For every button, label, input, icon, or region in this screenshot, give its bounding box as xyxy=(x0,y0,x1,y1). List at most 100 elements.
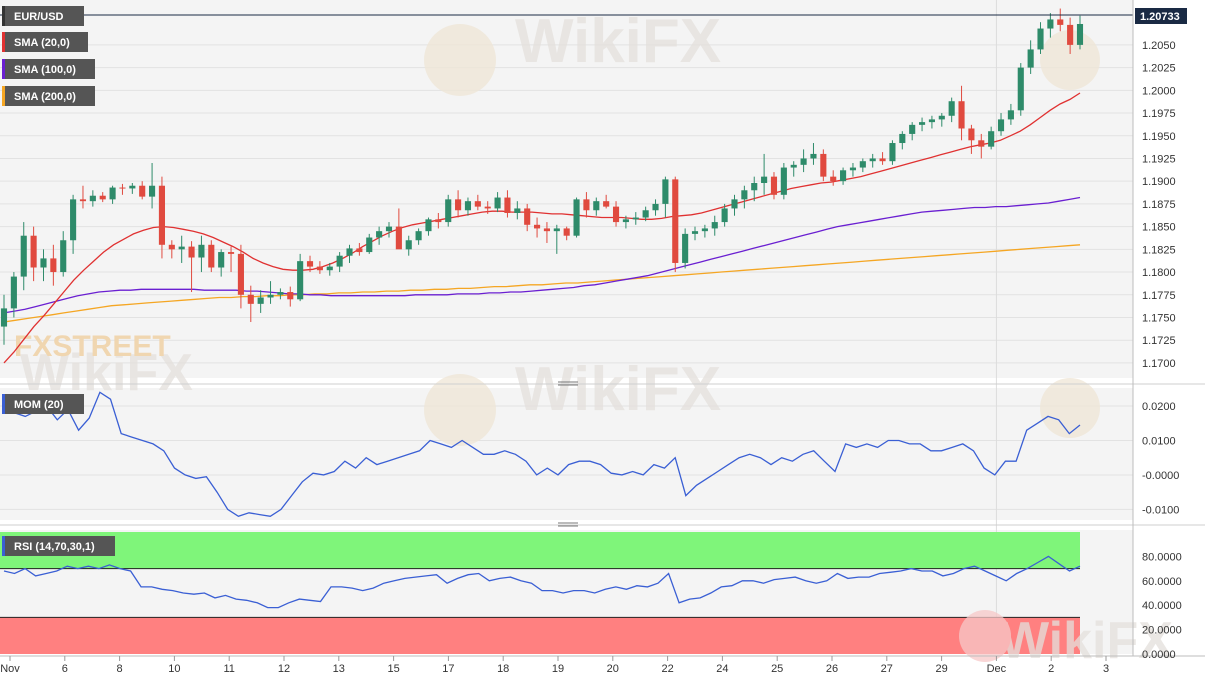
candle-bearish xyxy=(247,294,254,304)
momentum-grid xyxy=(0,405,1133,510)
candle-bullish xyxy=(997,119,1005,132)
candle-bullish xyxy=(938,115,945,120)
legend-rsi-label: RSI (14,70,30,1) xyxy=(14,541,95,553)
candle-bullish xyxy=(889,143,896,162)
rsi-tick-label: 80.0000 xyxy=(1142,551,1182,563)
rsi-oversold-zone xyxy=(0,617,1080,654)
candle-bullish xyxy=(267,294,274,298)
candle-bullish xyxy=(89,195,96,202)
candle-bullish xyxy=(376,231,383,238)
legend-sma-200[interactable]: SMA (200,0) xyxy=(2,86,95,106)
rsi-line-group xyxy=(3,555,1081,609)
time-tick-label: 20 xyxy=(607,663,619,675)
legend-sma-20[interactable]: SMA (20,0) xyxy=(2,32,88,52)
time-tick-label: 8 xyxy=(117,663,123,675)
candle-bullish xyxy=(0,308,8,327)
sma-100-line xyxy=(3,196,1081,314)
candle-bullish xyxy=(682,233,689,263)
time-tick-label: 6 xyxy=(62,663,68,675)
wikifx-logo-icon xyxy=(1040,30,1100,90)
last-price-label: 1.20733 xyxy=(1140,11,1180,23)
legend-eurusd[interactable]: EUR/USD xyxy=(2,6,84,26)
last-price-tag xyxy=(1135,8,1187,24)
momentum-line xyxy=(3,391,1081,518)
candle-bearish xyxy=(672,179,679,263)
candle-bullish xyxy=(928,119,935,123)
momentum-line-group xyxy=(3,391,1081,518)
wikifx-watermark: WikiFX xyxy=(515,7,721,76)
candle-bullish xyxy=(790,164,797,168)
candle-bearish xyxy=(1057,19,1064,25)
candle-bullish xyxy=(218,252,225,268)
rsi-overbought-zone xyxy=(0,532,1080,569)
sma-20-group xyxy=(3,92,1081,364)
pane-resize-handle[interactable] xyxy=(558,522,578,527)
candle-bullish xyxy=(899,133,906,144)
candle-bullish xyxy=(149,185,156,197)
candle-bullish xyxy=(800,158,807,165)
candle-bullish xyxy=(642,210,649,218)
candle-bullish xyxy=(869,158,876,162)
time-tick-label: 3 xyxy=(1103,663,1109,675)
candle-bullish xyxy=(701,228,708,232)
pane-resize-handle[interactable] xyxy=(558,381,578,386)
candle-bearish xyxy=(79,199,87,202)
candle-bullish xyxy=(1027,49,1034,68)
time-tick-label: Dec xyxy=(987,663,1007,675)
time-tick-label: 26 xyxy=(826,663,838,675)
candle-bullish xyxy=(445,199,452,223)
candle-bearish xyxy=(484,206,491,209)
candle-bullish xyxy=(840,170,847,182)
candle-bullish xyxy=(346,248,353,256)
candle-bearish xyxy=(612,206,620,223)
candle-bearish xyxy=(30,235,37,268)
wikifx-logo-icon xyxy=(424,374,496,446)
candle-bearish xyxy=(50,258,57,273)
candle-bullish xyxy=(909,124,916,134)
legend-sma-100[interactable]: SMA (100,0) xyxy=(2,59,95,79)
legend-mom[interactable]: MOM (20) xyxy=(2,394,84,414)
candle-bearish xyxy=(168,244,175,250)
price-tick-label: 1.1700 xyxy=(1142,358,1176,370)
candles-group xyxy=(0,8,1084,345)
candle-bullish xyxy=(178,246,185,250)
price-axis-ticks: 1.1700 1.1725 1.1750 1.1775 1.1800 1.1825 1.18… xyxy=(1142,40,1176,370)
legend-sma-20-label: SMA (20,0) xyxy=(14,37,70,49)
candle-bullish xyxy=(751,183,758,191)
momentum-axis-ticks: 0.0200 0.0100 -0.0000 -0.0100 xyxy=(1142,401,1179,516)
time-tick-label: 29 xyxy=(935,663,947,675)
candle-bearish xyxy=(139,185,146,197)
sma-100-group xyxy=(3,196,1081,314)
candle-bearish xyxy=(316,266,323,271)
rsi-tick-label: 0.0000 xyxy=(1142,649,1176,661)
time-axis-ticks: Nov 6 8 10 11 12 13 15 17 18 19 20 22 24 25 26 27 29 Dec 2 3 xyxy=(0,656,1109,675)
candle-bearish xyxy=(287,292,294,300)
rsi-tick-label: 40.0000 xyxy=(1142,600,1182,612)
price-tick-label: 1.1925 xyxy=(1142,153,1176,165)
candle-bullish xyxy=(662,179,669,204)
price-tick-label: 1.1825 xyxy=(1142,244,1176,256)
candle-bullish xyxy=(70,199,77,241)
candle-bullish xyxy=(20,235,27,277)
candle-bullish xyxy=(622,219,629,223)
wikifx-watermark: WikiFX xyxy=(1000,612,1173,670)
legend-rsi[interactable]: RSI (14,70,30,1) xyxy=(2,536,115,556)
candle-bullish xyxy=(1007,110,1014,120)
time-tick-label: 12 xyxy=(278,663,290,675)
momentum-tick-label: -0.0100 xyxy=(1142,504,1179,516)
rsi-tick-label: 60.0000 xyxy=(1142,576,1182,588)
price-tick-label: 1.1975 xyxy=(1142,108,1176,120)
time-tick-label: 27 xyxy=(881,663,893,675)
candle-bearish xyxy=(958,101,965,129)
candle-bullish xyxy=(711,222,718,229)
candle-bullish xyxy=(425,219,432,232)
candle-bullish xyxy=(632,217,639,220)
candle-bearish xyxy=(395,226,402,250)
momentum-tick-label: 0.0100 xyxy=(1142,436,1176,448)
time-tick-label: 15 xyxy=(387,663,399,675)
candle-bullish xyxy=(405,240,412,250)
candle-bearish xyxy=(563,228,570,236)
time-tick-label: 22 xyxy=(661,663,673,675)
time-tick-label: 18 xyxy=(497,663,509,675)
